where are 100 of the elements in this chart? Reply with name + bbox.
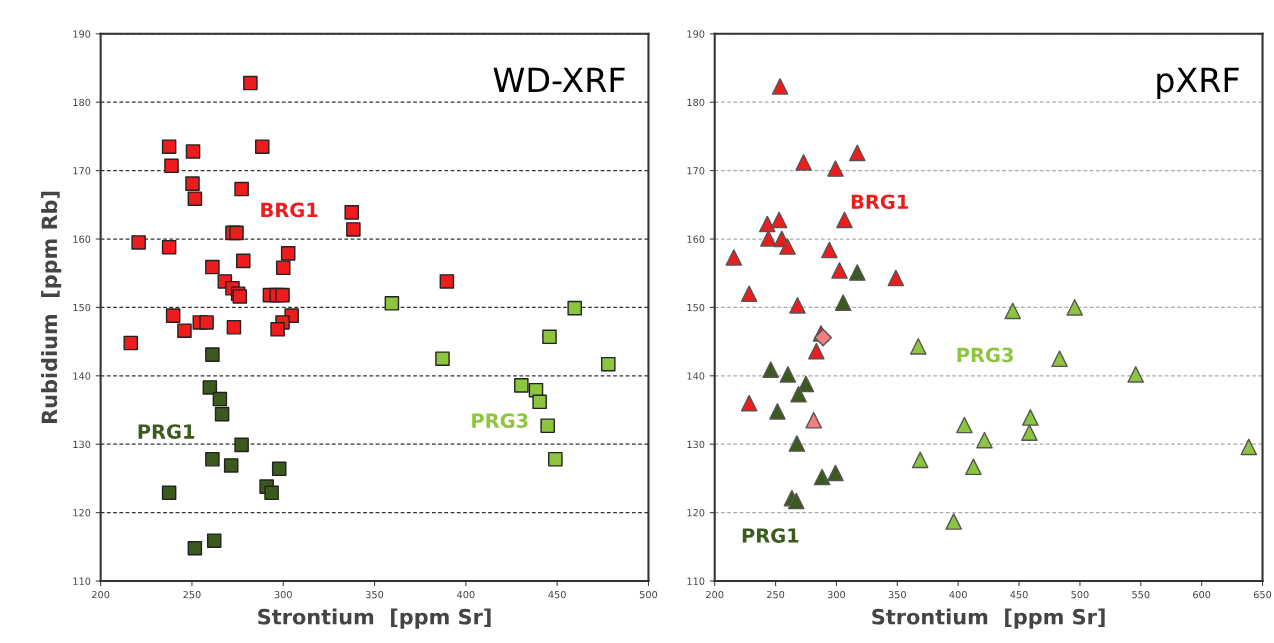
x-tick-label: 500 [639, 590, 658, 599]
point [223, 458, 239, 473]
point [601, 356, 616, 372]
point [185, 144, 201, 159]
x-tick-label: 300 [827, 590, 846, 599]
point [769, 403, 786, 420]
y-tick-label: 130 [687, 440, 705, 449]
y-tick-label: 190 [73, 30, 91, 38]
point [435, 351, 450, 367]
series-label: BRG1 [261, 202, 318, 218]
x-tick-label: 200 [92, 590, 110, 599]
point [787, 492, 805, 510]
point [567, 300, 582, 316]
point [779, 238, 796, 255]
point [165, 308, 181, 323]
point [346, 222, 361, 237]
y-tick-label: 120 [687, 509, 705, 517]
point [770, 211, 788, 229]
y-tick-label: 180 [73, 98, 91, 107]
point [1127, 366, 1144, 383]
y-tick-label: 130 [73, 440, 91, 449]
point [831, 262, 848, 279]
point [275, 287, 290, 303]
point [945, 513, 962, 530]
point [439, 274, 455, 289]
point [771, 78, 789, 95]
x-tick-label: 400 [949, 590, 967, 599]
y-tick-label: 110 [687, 577, 705, 585]
point [956, 416, 973, 434]
y-tick-label: 180 [687, 98, 705, 107]
point [740, 285, 758, 303]
point [275, 260, 291, 276]
y-tick-label: 140 [687, 372, 705, 380]
point [1051, 350, 1068, 368]
point [887, 269, 905, 287]
point [187, 191, 203, 206]
y-tick-label: 110 [73, 577, 91, 585]
point [532, 394, 547, 410]
point [226, 319, 242, 335]
point [848, 144, 866, 162]
point [344, 205, 360, 220]
point [1240, 438, 1258, 456]
point [789, 297, 806, 314]
point [212, 391, 228, 407]
point [384, 296, 400, 311]
point [161, 485, 177, 501]
text: pXRF [1157, 67, 1239, 99]
point [834, 294, 852, 311]
point [762, 361, 780, 378]
x-tick-label: 450 [1010, 590, 1028, 599]
x-tick-label: 250 [183, 590, 201, 599]
point [214, 406, 230, 422]
point [1066, 299, 1083, 316]
point [234, 181, 249, 197]
y-axis-title: Rubidium [ppm Rb] [41, 191, 62, 423]
y-tick-label: 120 [73, 509, 91, 517]
point [725, 249, 743, 266]
point [848, 264, 866, 281]
point [821, 241, 838, 259]
point [740, 394, 758, 412]
point [234, 437, 249, 453]
point [206, 533, 222, 548]
x-tick-label: 300 [274, 590, 292, 599]
point [280, 246, 296, 261]
point [205, 451, 220, 467]
x-tick-label: 550 [1132, 590, 1150, 599]
point [827, 464, 844, 482]
point [164, 158, 179, 174]
point [202, 380, 218, 395]
point [254, 139, 270, 154]
point [185, 176, 200, 191]
x-axis-title: Strontium [ppm Sr] [258, 608, 491, 629]
point [911, 451, 929, 469]
point [271, 461, 287, 477]
point [187, 540, 203, 556]
point [199, 315, 214, 330]
x-tick-label: 400 [457, 590, 475, 599]
point [814, 328, 832, 347]
point [976, 431, 993, 449]
point [790, 385, 807, 403]
y-tick-label: 190 [687, 30, 705, 38]
point [131, 235, 146, 250]
point [795, 154, 812, 171]
x-tick-label: 350 [888, 590, 906, 599]
point [243, 75, 258, 91]
point [205, 347, 220, 362]
series-label: BRG1 [851, 194, 908, 210]
point [161, 239, 177, 255]
x-tick-label: 650 [1253, 590, 1272, 599]
x-tick-label: 350 [366, 590, 384, 599]
text: WD-XRF [493, 67, 625, 92]
point [123, 335, 139, 351]
point [264, 485, 279, 501]
point [813, 468, 831, 486]
x-tick-label: 500 [1071, 590, 1089, 599]
y-tick-label: 140 [73, 372, 91, 380]
y-tick-label: 160 [73, 235, 91, 243]
series-label: PRG1 [138, 424, 195, 439]
x-axis-title: Strontium [ppm Sr] [872, 608, 1105, 629]
point [205, 259, 220, 275]
